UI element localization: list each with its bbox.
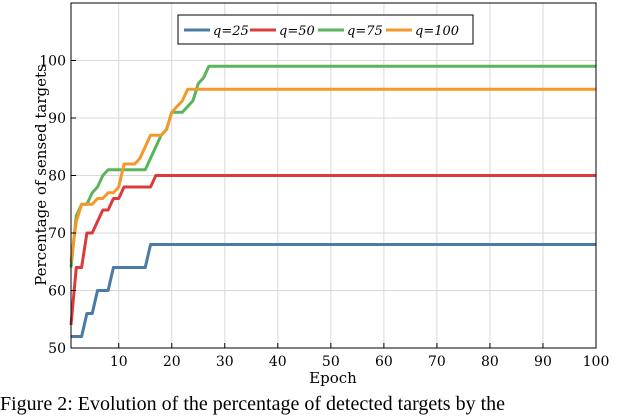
legend-label-1: q=25 xyxy=(213,24,249,39)
series-line-4 xyxy=(69,87,596,262)
y-axis-ticks: 50 60 70 80 90 100 xyxy=(39,54,76,357)
legend-label-4: q=100 xyxy=(415,24,459,39)
series-line-2 xyxy=(69,174,596,326)
x-tick-label-80: 80 xyxy=(481,354,499,370)
y-axis-label: Percentage of sensed targets xyxy=(32,64,50,286)
figure-caption: Figure 2: Evolution of the percentage of… xyxy=(0,393,506,415)
series-line-1 xyxy=(71,243,596,338)
legend-label-2: q=50 xyxy=(279,24,315,39)
legend-label-3: q=75 xyxy=(347,24,383,39)
y-tick-label-50: 50 xyxy=(48,341,66,357)
x-tick-label-70: 70 xyxy=(428,354,446,370)
series-line-3 xyxy=(69,64,596,268)
y-tick-label-70: 70 xyxy=(48,226,66,242)
x-tick-label-20: 20 xyxy=(163,354,181,370)
x-tick-label-90: 90 xyxy=(534,354,552,370)
x-tick-label-30: 30 xyxy=(216,354,234,370)
x-tick-label-100: 100 xyxy=(583,354,610,370)
x-axis-ticks: 10 20 30 40 50 60 70 80 90 100 xyxy=(110,343,610,370)
y-tick-label-100: 100 xyxy=(39,54,66,70)
line-chart: 50 60 70 80 90 100 10 20 30 40 50 60 70 80 90 100 Epoc… xyxy=(32,2,610,387)
y-tick-label-80: 80 xyxy=(48,169,66,185)
legend: q=25 q=50 q=75 q=100 xyxy=(177,14,474,45)
y-tick-label-90: 90 xyxy=(48,111,66,127)
y-tick-label-60: 60 xyxy=(48,284,66,300)
x-tick-label-10: 10 xyxy=(110,354,128,370)
x-tick-label-50: 50 xyxy=(322,354,340,370)
series-lines xyxy=(69,64,596,338)
x-axis-label: Epoch xyxy=(309,369,357,387)
x-tick-label-40: 40 xyxy=(269,354,287,370)
x-tick-label-60: 60 xyxy=(375,354,393,370)
